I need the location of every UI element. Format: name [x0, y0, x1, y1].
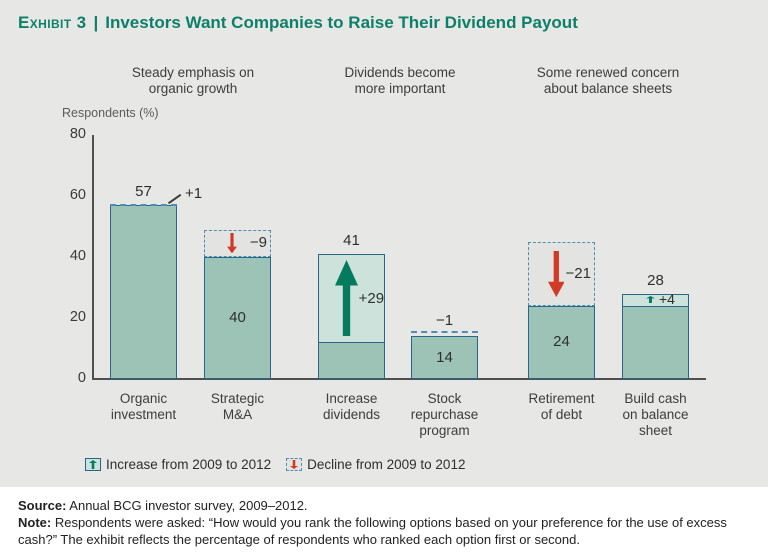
bar-organic-investment: [110, 205, 177, 379]
x-axis-line: [92, 377, 706, 380]
down-arrow-icon: [290, 460, 299, 469]
note-line: Note: Respondents were asked: “How would…: [18, 514, 744, 548]
decline-legend-icon: [286, 458, 303, 471]
bar-strategic-m-a: [204, 257, 271, 379]
note-text: Respondents were asked: “How would you r…: [18, 515, 727, 547]
category-label-increase-dividends: Increase dividends: [322, 391, 381, 422]
footer: Source: Annual BCG investor survey, 2009…: [18, 497, 744, 548]
change-label-strategic-m-a: −9: [249, 234, 267, 252]
down-arrow-icon-retirement-of-debt: [547, 250, 565, 297]
title-text: Investors Want Companies to Raise Their …: [105, 13, 578, 32]
value-label-organic-investment: 57: [135, 183, 152, 201]
increase-legend-icon: [85, 458, 101, 471]
exhibit-number: Exhibit 3: [18, 13, 87, 32]
up-arrow-icon-build-cash-on-balance-sheet: [646, 296, 655, 304]
legend-item-decline: Decline from 2009 to 2012: [286, 457, 465, 472]
source-text: Annual BCG investor survey, 2009–2012.: [66, 498, 308, 513]
change-label-increase-dividends: +29: [358, 290, 385, 308]
change-label-retirement-of-debt: −21: [565, 264, 591, 282]
legend-item-increase: Increase from 2009 to 2012: [85, 457, 271, 472]
value-label-build-cash-on-balance-sheet: 28: [647, 271, 664, 289]
group-header-organic-growth: Steady emphasis on organic growth: [131, 65, 255, 96]
change-label-stock-repurchase-program: −1: [435, 312, 454, 330]
category-label-retirement-of-debt: Retirement of debt: [528, 391, 595, 422]
decline-box-retirement-of-debt: [528, 241, 595, 306]
title-separator: |: [93, 13, 99, 32]
note-label: Note:: [18, 515, 52, 530]
legend-increase-label: Increase from 2009 to 2012: [106, 457, 272, 472]
bar-retirement-of-debt: [528, 305, 595, 379]
tick-label-40: 40: [69, 248, 86, 264]
y-axis-line: [92, 135, 94, 380]
group-header-balance-sheets: Some renewed concern about balance sheet…: [536, 65, 680, 96]
legend-decline-label: Decline from 2009 to 2012: [307, 457, 466, 472]
up-arrow-icon: [89, 460, 97, 469]
category-label-organic-investment: Organic investment: [110, 391, 177, 422]
category-label-strategic-m-a: Strategic M&A: [210, 391, 265, 422]
bar-stock-repurchase-program: [411, 336, 478, 379]
tick-label-0: 0: [77, 370, 86, 386]
down-arrow-icon-strategic-m-a: [227, 233, 238, 254]
value-label-increase-dividends: 41: [343, 231, 360, 249]
up-arrow-icon-increase-dividends: [334, 259, 358, 337]
change-label-build-cash-on-balance-sheet: +4: [659, 290, 675, 307]
prev-level-line-organic-investment: [110, 204, 177, 207]
tick-label-60: 60: [69, 187, 86, 203]
decline-box-strategic-m-a: [204, 229, 271, 257]
source-line: Source: Annual BCG investor survey, 2009…: [18, 497, 744, 514]
source-label: Source:: [18, 498, 67, 513]
category-label-stock-repurchase-program: Stock repurchase program: [410, 391, 479, 438]
tick-label-20: 20: [69, 309, 86, 325]
change-label-organic-investment: +1: [185, 185, 203, 203]
value-label-strategic-m-a: 40: [229, 309, 246, 326]
y-axis-label: Respondents (%): [62, 106, 159, 120]
tick-label-80: 80: [69, 126, 86, 142]
exhibit-title: Exhibit 3 | Investors Want Companies to Ra…: [18, 13, 578, 33]
value-label-retirement-of-debt: 24: [553, 333, 570, 351]
bar-build-cash-on-balance-sheet: [622, 305, 689, 379]
legend: Increase from 2009 to 2012 Decline from …: [85, 457, 465, 472]
prev-level-line-stock-repurchase-program: [411, 331, 478, 334]
category-label-build-cash-on-balance-sheet: Build cash on balance sheet: [622, 391, 689, 438]
bar-increase-dividends: [318, 342, 385, 379]
group-header-dividends: Dividends become more important: [344, 65, 456, 96]
value-label-stock-repurchase-program: 14: [436, 348, 453, 366]
